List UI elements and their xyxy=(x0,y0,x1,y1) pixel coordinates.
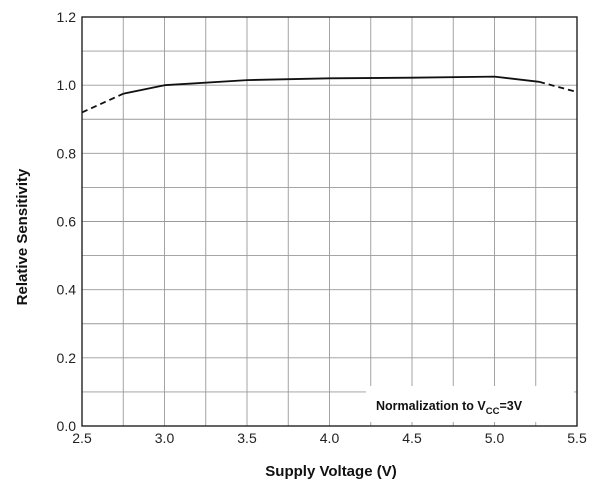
y-tick-label: 1.2 xyxy=(57,9,77,25)
series-line-dashed xyxy=(81,92,124,114)
normalization-note: Normalization to VCC=3V xyxy=(366,386,574,422)
note-subscript: CC xyxy=(486,406,500,417)
x-tick-label: 4.0 xyxy=(320,430,340,446)
x-tick-label: 3.5 xyxy=(237,430,257,446)
series-line-dashed xyxy=(538,80,578,93)
y-tick-label: 0.8 xyxy=(57,145,77,161)
x-tick-label: 2.5 xyxy=(72,430,92,446)
note-suffix: =3V xyxy=(499,399,522,413)
y-tick-label: 0.4 xyxy=(57,282,77,298)
y-tick-label: 0.2 xyxy=(57,350,77,366)
x-axis-label: Supply Voltage (V) xyxy=(265,463,396,480)
y-tick-label: 0.6 xyxy=(57,214,77,230)
y-axis-label: Relative Sensitivity xyxy=(14,168,31,305)
y-tick-label: 1.0 xyxy=(57,77,77,93)
note-prefix: Normalization to V xyxy=(376,399,486,413)
x-tick-labels: 2.5 3.0 3.5 4.0 4.5 5.0 5.5 xyxy=(72,430,587,446)
series-group xyxy=(81,75,578,114)
series-line-solid xyxy=(123,75,540,95)
plot-frame xyxy=(81,16,578,427)
x-tick-label: 5.0 xyxy=(485,430,505,446)
y-tick-label: 0.0 xyxy=(57,418,77,434)
x-tick-label: 5.5 xyxy=(567,430,587,446)
note-text: Normalization to VCC=3V xyxy=(376,399,523,417)
y-tick-labels: 0.0 0.2 0.4 0.6 0.8 1.0 1.2 xyxy=(57,9,77,434)
x-tick-label: 4.5 xyxy=(402,430,422,446)
note-background xyxy=(366,386,574,422)
x-tick-label: 3.0 xyxy=(155,430,175,446)
